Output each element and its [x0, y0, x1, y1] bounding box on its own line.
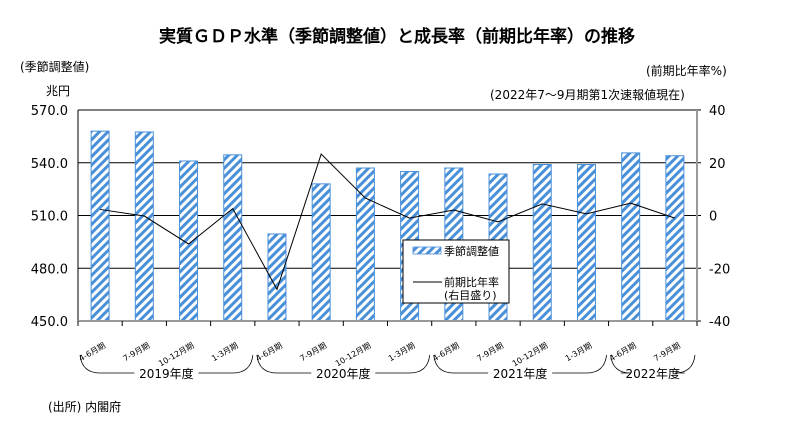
category-label: 4-6月期 — [608, 341, 638, 363]
legend-line-note: (右目盛り) — [444, 288, 497, 302]
category-label: 4-6月期 — [77, 341, 107, 363]
left-axis-unit: 兆円 — [46, 84, 71, 98]
category-label: 4-6月期 — [431, 341, 461, 363]
legend-bar-swatch — [412, 246, 442, 255]
category-label: 10-12月期 — [157, 341, 195, 368]
legend-line-label: 前期比年率 — [444, 275, 499, 289]
category-label: 7-9月期 — [298, 341, 328, 363]
bar — [532, 164, 552, 322]
year-bracket — [79, 354, 254, 374]
bar — [179, 160, 199, 322]
right-tick-label: 20 — [709, 157, 726, 172]
chart-title: 実質ＧＤＰ水準（季節調整値）と成長率（前期比年率）の推移 — [159, 27, 635, 47]
category-label: 1-3月期 — [564, 341, 594, 363]
legend: 季節調整値 前期比年率 (右目盛り) — [402, 239, 510, 304]
category-label: 4-6月期 — [254, 341, 284, 363]
bar — [223, 154, 243, 322]
growth-rate-line — [100, 153, 676, 291]
left-tick-label: 480.0 — [31, 262, 68, 277]
legend-bar-label: 季節調整値 — [444, 244, 499, 258]
year-label: 2019年度 — [139, 366, 194, 381]
right-axis-note: (前期比年率%) — [646, 64, 727, 78]
right-tick-label: -20 — [709, 262, 730, 277]
category-label: 7-9月期 — [122, 341, 152, 363]
left-tick-label: 540.0 — [31, 157, 68, 172]
left-axis-note: (季節調整値) — [20, 60, 90, 74]
bar — [134, 131, 154, 322]
bar — [621, 152, 641, 322]
year-label: 2020年度 — [316, 366, 371, 381]
bar — [311, 183, 331, 322]
category-label: 10-12月期 — [511, 341, 549, 368]
category-label: 10-12月期 — [334, 341, 372, 368]
source-note: (出所) 内閣府 — [48, 400, 122, 414]
right-tick-label: 0 — [709, 210, 717, 225]
year-label: 2022年度 — [626, 366, 681, 381]
year-bracket — [610, 354, 696, 374]
category-label: 1-3月期 — [210, 341, 240, 363]
left-tick-label: 450.0 — [31, 315, 68, 330]
right-tick-label: 40 — [709, 104, 726, 119]
bar — [576, 164, 596, 322]
year-bracket — [256, 354, 431, 374]
category-label: 1-3月期 — [387, 341, 417, 363]
right-tick-label: -40 — [709, 315, 730, 330]
category-label: 7-9月期 — [652, 341, 682, 363]
bar — [90, 130, 110, 322]
as-of-note: (2022年7～9月期第1次速報値現在) — [490, 88, 685, 102]
bar — [665, 155, 685, 322]
category-label: 7-9月期 — [475, 341, 505, 363]
bar — [355, 167, 375, 322]
left-tick-label: 570.0 — [31, 104, 68, 119]
left-tick-label: 510.0 — [31, 210, 68, 225]
year-label: 2021年度 — [493, 366, 548, 381]
year-bracket — [433, 354, 607, 374]
